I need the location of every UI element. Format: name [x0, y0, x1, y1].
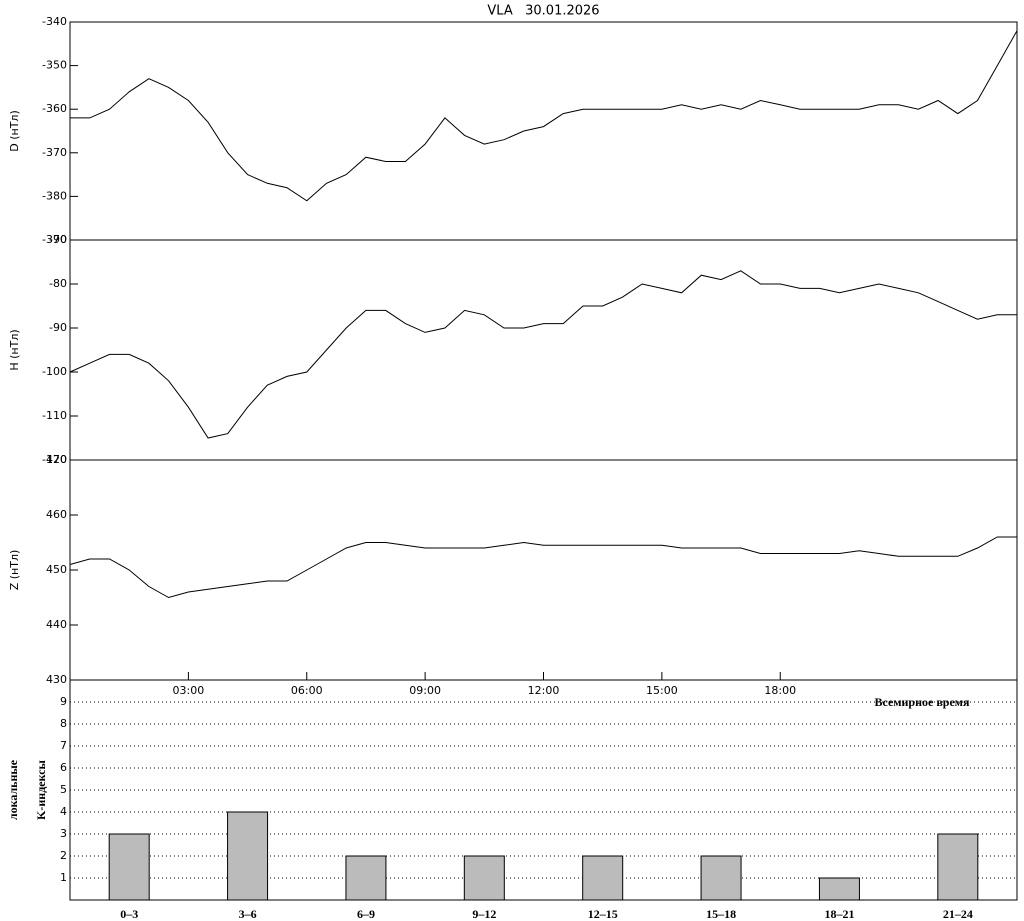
y-axis-label: локальные	[6, 759, 20, 820]
bar	[582, 855, 624, 901]
y-tick-label: -340	[42, 15, 67, 28]
y-tick-label: -80	[49, 277, 67, 290]
x-tick-label: 18:00	[764, 684, 796, 697]
y-tick-label: -360	[42, 102, 67, 115]
y-tick-label: -100	[42, 365, 67, 378]
x-tick-label: 3–6	[239, 907, 257, 921]
x-tick-label: 09:00	[409, 684, 441, 697]
y-axis-label: Z (нТл)	[8, 550, 21, 591]
y-tick-label: 6	[60, 761, 67, 774]
y-tick-label: 8	[60, 717, 67, 730]
y-axis-label: H (нТл)	[8, 329, 21, 370]
x-tick-label: 21–24	[943, 907, 973, 921]
bar	[700, 855, 742, 901]
x-tick-label: 15–18	[706, 907, 736, 921]
y-tick-label: -350	[42, 59, 67, 72]
y-tick-label: -390	[42, 233, 67, 246]
bar	[108, 833, 150, 901]
data-line	[69, 536, 1017, 599]
y-tick-label: 430	[46, 673, 67, 686]
y-tick-label: 5	[60, 783, 67, 796]
y-tick-label: -110	[42, 409, 67, 422]
y-tick-label: -90	[49, 321, 67, 334]
y-tick-label: 470	[46, 453, 67, 466]
y-tick-label: -380	[42, 189, 67, 202]
x-tick-label: 12–15	[588, 907, 618, 921]
chart-title: VLA 30.01.2026	[487, 4, 599, 19]
y-tick-label: -370	[42, 146, 67, 159]
bar	[345, 855, 387, 901]
y-axis-label: K-индексы	[34, 759, 48, 819]
data-line	[70, 30, 1018, 202]
y-tick-label: 9	[60, 695, 67, 708]
panel-frame	[69, 21, 1018, 241]
panel-frame	[69, 239, 1018, 461]
x-tick-label: 9–12	[472, 907, 496, 921]
bar	[937, 833, 979, 901]
x-tick-label: 18–21	[824, 907, 854, 921]
x-tick-label: 0–3	[120, 907, 138, 921]
data-line	[69, 270, 1017, 439]
bar	[818, 877, 860, 901]
y-tick-label: -70	[49, 233, 67, 246]
x-tick-label: 12:00	[528, 684, 560, 697]
x-tick-label: 6–9	[357, 907, 375, 921]
y-tick-label: 1	[60, 871, 67, 884]
bar	[227, 811, 269, 901]
y-tick-label: 3	[60, 827, 67, 840]
y-tick-label: -120	[42, 453, 67, 466]
panel-frame	[69, 459, 1018, 681]
x-tick-label: 15:00	[646, 684, 678, 697]
y-tick-label: 450	[46, 563, 67, 576]
y-tick-label: 2	[60, 849, 67, 862]
y-tick-label: 440	[46, 618, 67, 631]
y-tick-label: 460	[46, 508, 67, 521]
x-tick-label: 03:00	[173, 684, 205, 697]
y-tick-label: 4	[60, 805, 67, 818]
bar	[463, 855, 505, 901]
y-tick-label: 7	[60, 739, 67, 752]
y-axis-label: D (нТл)	[8, 110, 21, 152]
x-tick-label: 06:00	[291, 684, 323, 697]
